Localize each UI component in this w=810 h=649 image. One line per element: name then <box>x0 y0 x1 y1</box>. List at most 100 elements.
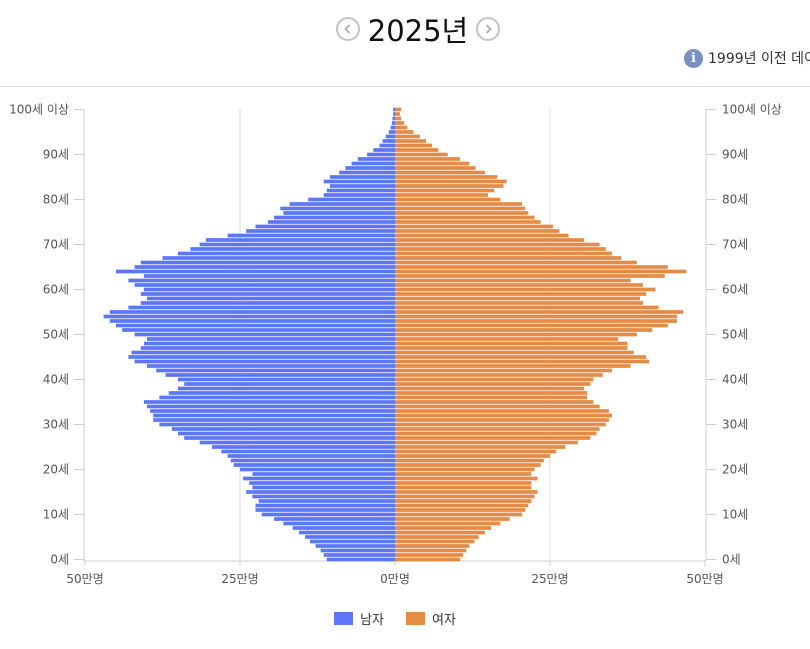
bar-male <box>143 341 395 346</box>
bar-male <box>140 301 395 305</box>
bar-female <box>395 161 470 166</box>
bar-female <box>395 242 600 247</box>
bar-female <box>395 386 585 391</box>
data-notice-link[interactable]: i 1999년 이전 데이 <box>684 48 810 68</box>
bar-male <box>116 269 395 274</box>
bar-male <box>168 391 395 395</box>
bar-female <box>395 332 637 337</box>
bar-female <box>395 251 612 256</box>
bar-female <box>395 179 507 184</box>
bar-female <box>395 337 619 341</box>
y-tick-label-left: 50세 <box>43 328 69 342</box>
bar-female <box>395 400 594 404</box>
bar-female <box>395 341 628 346</box>
bar-female <box>395 454 550 458</box>
bar-male <box>388 130 395 134</box>
bar-male <box>199 242 395 247</box>
bar-male <box>280 206 395 211</box>
bar-female <box>395 431 597 436</box>
bar-male <box>159 422 395 427</box>
next-year-button[interactable] <box>476 17 501 41</box>
bar-female <box>395 548 467 553</box>
bar-female <box>395 278 631 283</box>
bar-female <box>395 305 659 310</box>
y-tick-label-left: 0세 <box>50 553 69 567</box>
y-tick-label-right: 70세 <box>722 238 748 252</box>
y-tick-label-right: 60세 <box>722 283 748 297</box>
bar-female <box>395 458 544 463</box>
bar-male <box>385 134 395 139</box>
bar-female <box>395 121 405 125</box>
chevron-left-icon <box>343 24 350 34</box>
y-tick-label-right: 30세 <box>722 418 748 432</box>
bar-male <box>274 517 395 521</box>
bar-female <box>395 382 591 386</box>
bar-female <box>395 112 400 116</box>
bar-male <box>143 287 395 292</box>
bar-female <box>395 314 678 319</box>
bar-male <box>103 314 395 319</box>
legend-item-female[interactable]: 여자 <box>406 609 456 628</box>
bar-male <box>227 454 395 458</box>
bar-male <box>323 179 395 184</box>
bar-male <box>109 319 396 323</box>
bar-female <box>395 409 609 413</box>
prev-year-button[interactable] <box>335 17 360 41</box>
y-tick-label-right: 100세 이상 <box>722 103 782 117</box>
bar-male <box>329 175 395 179</box>
bar-male <box>128 278 395 283</box>
y-tick-label-right: 10세 <box>722 508 748 522</box>
bar-female <box>395 130 414 134</box>
bar-female <box>395 166 476 170</box>
bar-female <box>395 350 634 355</box>
bar-female <box>395 296 640 301</box>
bar-female <box>395 373 603 377</box>
bar-female <box>395 535 479 539</box>
bar-male <box>227 233 395 238</box>
bar-female <box>395 265 668 269</box>
bar-male <box>274 215 395 220</box>
x-tick-label: 50만명 <box>686 572 723 586</box>
bar-female <box>395 292 647 296</box>
bar-female <box>395 134 420 139</box>
legend-item-male[interactable]: 남자 <box>334 609 384 628</box>
bar-male <box>147 296 395 301</box>
y-tick-label-left: 80세 <box>43 193 69 207</box>
bar-male <box>329 184 395 188</box>
bar-male <box>165 373 395 377</box>
bar-male <box>240 467 395 472</box>
bar-female <box>395 440 578 445</box>
bar-female <box>395 143 433 148</box>
bar-male <box>255 503 395 508</box>
bar-male <box>184 382 395 386</box>
bar-male <box>147 337 395 341</box>
bar-male <box>184 436 395 440</box>
bar-female <box>395 391 588 395</box>
bar-male <box>351 161 395 166</box>
bar-male <box>326 188 395 193</box>
bar-male <box>323 553 395 557</box>
bar-female <box>395 422 606 427</box>
bar-male <box>134 332 395 337</box>
bar-female <box>395 157 461 161</box>
y-tick-label-right: 20세 <box>722 463 748 477</box>
y-tick-label-left: 70세 <box>43 238 69 252</box>
bar-female <box>395 283 643 287</box>
bar-male <box>153 413 395 418</box>
bar-male <box>140 346 395 350</box>
bar-female <box>395 224 554 229</box>
bar-male <box>128 305 395 310</box>
bar-female <box>395 238 585 242</box>
bar-male <box>178 431 395 436</box>
bar-male <box>345 166 395 170</box>
bar-female <box>395 485 532 490</box>
bar-male <box>373 148 395 152</box>
bar-female <box>395 368 612 373</box>
bar-female <box>395 544 470 548</box>
bar-male <box>267 220 395 224</box>
bar-male <box>140 260 395 265</box>
bar-male <box>392 116 395 121</box>
bar-male <box>339 170 395 175</box>
bar-female <box>395 355 647 359</box>
chart-legend: 남자 여자 <box>0 609 790 628</box>
